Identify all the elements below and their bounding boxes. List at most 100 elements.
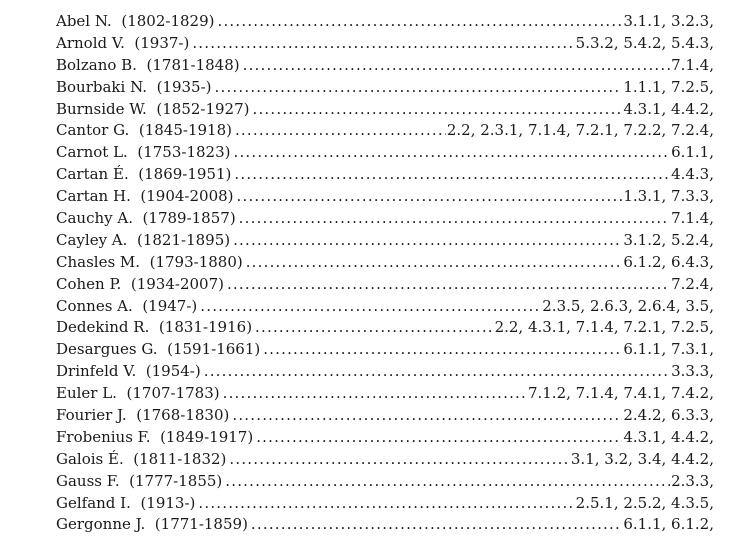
dot-leader <box>251 514 622 536</box>
dot-leader <box>263 339 622 361</box>
section-references: 2.3.3, <box>671 471 714 490</box>
person-name: Cohen P. <box>56 274 122 293</box>
entry-name: Galois É. (1811-1832) <box>56 449 226 471</box>
person-years: (1852-1927) <box>156 99 250 118</box>
person-name: Cartan H. <box>56 187 131 206</box>
person-years: (1947-) <box>142 296 198 315</box>
entry-name: Dedekind R. (1831-1916) <box>56 317 252 339</box>
entry-name: Gergonne J. (1771-1859) <box>56 514 248 536</box>
person-name: Chasles M. <box>56 252 141 271</box>
person-name: Gelfand I. <box>56 493 131 512</box>
section-references: 1.3.1, 7.3.3, <box>623 187 714 206</box>
section-references: 3.1.1, 3.2.3, <box>623 12 714 30</box>
index-entry: Euler L. (1707-1783) 7.1.2, 7.1.4, 7.4.1,… <box>56 383 714 405</box>
index-entry: Arnold V. (1937-) 5.3.2, 5.4.2, 5.4.3, <box>56 33 714 55</box>
entry-name: Gauss F. (1777-1855) <box>56 471 222 493</box>
person-name: Fourier J. <box>56 406 127 425</box>
dot-leader <box>243 55 670 77</box>
section-references: 4.3.1, 4.4.2, <box>623 99 714 118</box>
person-years: (1802-1829) <box>121 12 215 30</box>
entry-name: Cartan É. (1869-1951) <box>56 164 231 186</box>
entry-name: Burnside W. (1852-1927) <box>56 99 250 121</box>
person-name: Burnside W. <box>56 99 147 118</box>
index-entry: Gauss F. (1777-1855) 2.3.3, <box>56 471 714 493</box>
entry-name: Arnold V. (1937-) <box>56 33 189 55</box>
section-references: 1.1.1, 7.2.5, <box>623 77 714 96</box>
dot-leader <box>198 493 574 515</box>
person-years: (1768-1830) <box>136 406 230 425</box>
person-years: (1811-1832) <box>133 449 227 468</box>
dot-leader <box>204 361 670 383</box>
person-years: (1777-1855) <box>129 471 223 490</box>
person-name: Bolzano B. <box>56 55 137 74</box>
person-years: (1937-) <box>134 33 190 52</box>
person-name: Gauss F. <box>56 471 120 490</box>
entry-name: Cauchy A. (1789-1857) <box>56 208 236 230</box>
person-years: (1954-) <box>145 362 201 381</box>
person-name: Galois É. <box>56 449 124 468</box>
person-years: (1781-1848) <box>146 55 240 74</box>
person-years: (1869-1951) <box>138 165 232 184</box>
person-name: Euler L. <box>56 384 117 403</box>
entry-name: Cartan H. (1904-2008) <box>56 186 234 208</box>
entry-name: Cayley A. (1821-1895) <box>56 230 230 252</box>
person-name: Cantor G. <box>56 121 130 140</box>
index-entry: Drinfeld V. (1954-) 3.3.3, <box>56 361 714 383</box>
section-references: 3.1, 3.2, 3.4, 4.4.2, <box>570 449 714 468</box>
person-years: (1934-2007) <box>130 274 224 293</box>
index-entry: Cauchy A. (1789-1857) 7.1.4, <box>56 208 714 230</box>
index-entry: Frobenius F. (1849-1917) 4.3.1, 4.4.2, <box>56 427 714 449</box>
person-name: Frobenius F. <box>56 427 151 446</box>
section-references: 2.2, 2.3.1, 7.1.4, 7.2.1, 7.2.2, 7.2.4, <box>446 121 714 140</box>
entry-name: Drinfeld V. (1954-) <box>56 361 201 383</box>
entry-name: Cantor G. (1845-1918) <box>56 120 232 142</box>
index-entry: Cantor G. (1845-1918) 2.2, 2.3.1, 7.1.4, … <box>56 120 714 142</box>
dot-leader <box>229 449 569 471</box>
person-years: (1849-1917) <box>160 427 254 446</box>
section-references: 6.1.1, 6.1.2, <box>623 515 714 534</box>
index-entry: Gergonne J. (1771-1859) 6.1.1, 6.1.2, <box>56 514 714 536</box>
person-name: Desargues G. <box>56 340 158 359</box>
person-years: (1845-1918) <box>138 121 232 140</box>
section-references: 4.4.3, <box>671 165 714 184</box>
index-entry: Bourbaki N. (1935-) 1.1.1, 7.2.5, <box>56 77 714 99</box>
person-name: Abel N. <box>56 12 112 30</box>
person-name: Gergonne J. <box>56 515 146 534</box>
index-entry: Cartan É. (1869-1951) 4.4.3, <box>56 164 714 186</box>
entry-name: Connes A. (1947-) <box>56 296 197 318</box>
dot-leader <box>233 230 622 252</box>
dot-leader <box>255 317 494 339</box>
entry-name: Abel N. (1802-1829) <box>56 11 214 33</box>
section-references: 7.1.2, 7.1.4, 7.4.1, 7.4.2, <box>527 384 714 403</box>
section-references: 6.1.1, <box>671 143 714 162</box>
index-entry: Cartan H. (1904-2008) 1.3.1, 7.3.3, <box>56 186 714 208</box>
person-years: (1771-1859) <box>154 515 248 534</box>
dot-leader <box>246 252 623 274</box>
person-years: (1707-1783) <box>126 384 220 403</box>
dot-leader <box>237 186 623 208</box>
person-name: Dedekind R. <box>56 318 150 337</box>
dot-leader <box>233 142 670 164</box>
dot-leader <box>225 471 670 493</box>
dot-leader <box>227 274 670 296</box>
entry-name: Gelfand I. (1913-) <box>56 493 195 515</box>
section-references: 5.3.2, 5.4.2, 5.4.3, <box>575 33 714 52</box>
section-references: 7.2.4, <box>671 274 714 293</box>
entry-name: Euler L. (1707-1783) <box>56 383 220 405</box>
index-entry: Connes A. (1947-) 2.3.5, 2.6.3, 2.6.4, 3.… <box>56 296 714 318</box>
section-references: 2.4.2, 6.3.3, <box>623 406 714 425</box>
index-entry: Cayley A. (1821-1895) 3.1.2, 5.2.4, <box>56 230 714 252</box>
section-references: 2.2, 4.3.1, 7.1.4, 7.2.1, 7.2.5, <box>494 318 714 337</box>
dot-leader <box>253 99 623 121</box>
person-years: (1753-1823) <box>137 143 231 162</box>
entry-name: Carnot L. (1753-1823) <box>56 142 230 164</box>
index-entry: Chasles M. (1793-1880) 6.1.2, 6.4.3, <box>56 252 714 274</box>
dot-leader <box>239 208 670 230</box>
person-years: (1821-1895) <box>136 230 231 249</box>
dot-leader <box>223 383 527 405</box>
person-years: (1793-1880) <box>149 252 243 271</box>
person-name: Cartan É. <box>56 165 129 184</box>
index-entry: Abel N. (1802-1829) 3.1.1, 3.2.3, <box>56 11 714 33</box>
name-index-list: Abel N. (1802-1829) 3.1.1, 3.2.3, Arnold V… <box>56 11 714 536</box>
